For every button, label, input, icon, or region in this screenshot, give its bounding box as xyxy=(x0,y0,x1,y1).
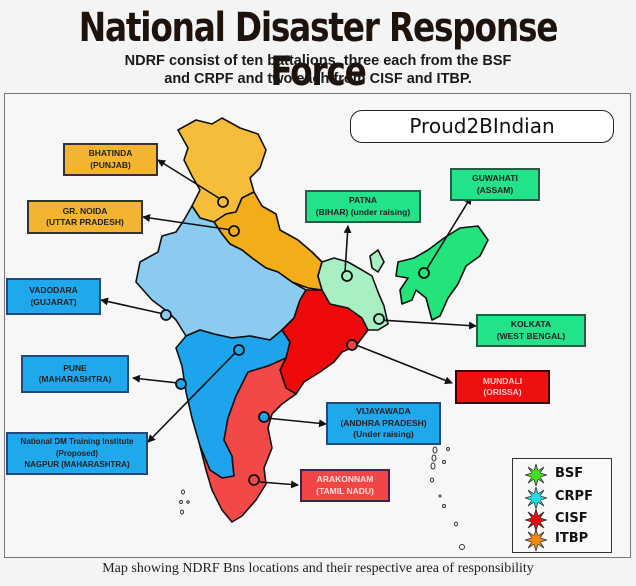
legend-label: ITBP xyxy=(555,531,589,546)
label-line: MUNDALI xyxy=(482,375,523,386)
region-northeast xyxy=(395,225,489,321)
legend-item-itbp: ITBP xyxy=(513,529,611,551)
label-line: (UTTAR PRADESH) xyxy=(46,217,124,227)
connector-pune xyxy=(132,374,179,384)
label-line: PATNA xyxy=(348,195,377,205)
label-line: PUNE xyxy=(63,362,87,373)
label-line: NAGPUR (MAHARASHTRA) xyxy=(24,460,130,470)
label-line: ARAKONNAM xyxy=(316,474,374,484)
map-caption: Map showing NDRF Bns locations and their… xyxy=(102,561,534,576)
marker-nagpur xyxy=(233,344,245,356)
subtitle-line-1: NDRF consist of ten battalions, three ea… xyxy=(124,53,512,69)
label-line: BHATINDA xyxy=(88,148,133,158)
label-gr-noida: GR. NOIDA (UTTAR PRADESH) xyxy=(27,200,143,234)
star-icon xyxy=(525,529,547,551)
connector-vadodara xyxy=(100,297,165,315)
label-line: (GUJARAT) xyxy=(30,296,77,307)
label-guwahati: GUWAHATI (ASSAM) xyxy=(450,168,540,201)
marker-gr-noida xyxy=(228,225,240,237)
marker-bhatinda xyxy=(217,196,229,208)
region-south xyxy=(199,357,297,523)
legend-item-bsf: BSF xyxy=(513,464,611,486)
star-icon xyxy=(525,509,547,531)
label-mundali: MUNDALI (ORISSA) xyxy=(455,370,550,404)
region-sikkim xyxy=(369,249,385,273)
label-line: (ORISSA) xyxy=(483,387,522,397)
label-bhatinda: BHATINDA (PUNJAB) xyxy=(63,143,158,176)
label-patna: PATNA (BIHAR) (under raising) xyxy=(305,190,421,223)
marker-arakonnam xyxy=(248,474,260,486)
label-nagpur: National DM Training Institute (Proposed… xyxy=(6,432,148,475)
legend-label: CISF xyxy=(555,511,588,526)
label-line: (PUNJAB) xyxy=(90,159,131,170)
label-line: (MAHARASHTRA) xyxy=(38,374,112,384)
label-vadodara: VADODARA (GUJARAT) xyxy=(6,278,101,315)
label-line: (WEST BENGAL) xyxy=(496,330,566,341)
connector-gr-noida xyxy=(142,214,233,231)
label-line: GR. NOIDA xyxy=(62,205,108,216)
label-line: (ASSAM) xyxy=(476,184,514,195)
islands xyxy=(179,446,465,550)
marker-patna xyxy=(341,270,353,282)
marker-vijayawada xyxy=(258,411,270,423)
legend-item-cisf: CISF xyxy=(513,509,611,531)
legend-label: BSF xyxy=(555,466,584,481)
legend-item-crpf: CRPF xyxy=(513,487,611,509)
marker-vadodara xyxy=(160,309,172,321)
connector-patna xyxy=(343,225,352,273)
marker-mundali xyxy=(346,339,358,351)
connector-vijayawada xyxy=(265,417,327,428)
connector-bhatinda xyxy=(157,159,223,201)
label-line: (ANDHRA PRADESH) xyxy=(340,417,427,428)
page-subtitle: NDRF consist of ten battalions, three ea… xyxy=(0,52,636,88)
label-line: VADODARA xyxy=(29,285,78,295)
page-title: National Disaster Response Force xyxy=(78,5,559,95)
label-vijayawada: VIJAYAWADA (ANDHRA PRADESH) (Under raisi… xyxy=(326,402,441,445)
legend-label: CRPF xyxy=(555,489,593,504)
label-kolkata: KOLKATA (WEST BENGAL) xyxy=(476,314,586,347)
marker-kolkata xyxy=(373,313,385,325)
watermark: Proud2BIndian xyxy=(350,110,614,143)
label-line: GUWAHATI xyxy=(472,173,518,183)
connector-guwahati xyxy=(424,196,472,273)
label-line: (BIHAR) (under raising) xyxy=(315,206,411,217)
star-icon xyxy=(525,464,547,486)
label-line: National DM Training Institute xyxy=(20,437,134,447)
label-pune: PUNE (MAHARASHTRA) xyxy=(21,355,129,393)
star-icon xyxy=(525,487,547,509)
map-legend: BSF CRPF CISF ITBP xyxy=(512,458,612,553)
connector-mundali xyxy=(355,344,453,385)
connector-nagpur xyxy=(147,349,239,443)
connector-arakonnam xyxy=(259,480,299,489)
label-arakonnam: ARAKONNAM (TAMIL NADU) xyxy=(300,469,390,502)
label-line: VIJAYAWADA xyxy=(356,406,411,417)
marker-pune xyxy=(175,378,187,390)
label-line: KOLKATA xyxy=(510,319,552,329)
label-line: (TAMIL NADU) xyxy=(316,485,374,496)
label-line: (Proposed) xyxy=(55,448,99,458)
subtitle-line-2: and CRPF and two each from CISF and ITBP… xyxy=(164,71,472,87)
connector-kolkata xyxy=(379,319,477,330)
marker-guwahati xyxy=(418,267,430,279)
label-line: (Under raising) xyxy=(353,429,414,440)
